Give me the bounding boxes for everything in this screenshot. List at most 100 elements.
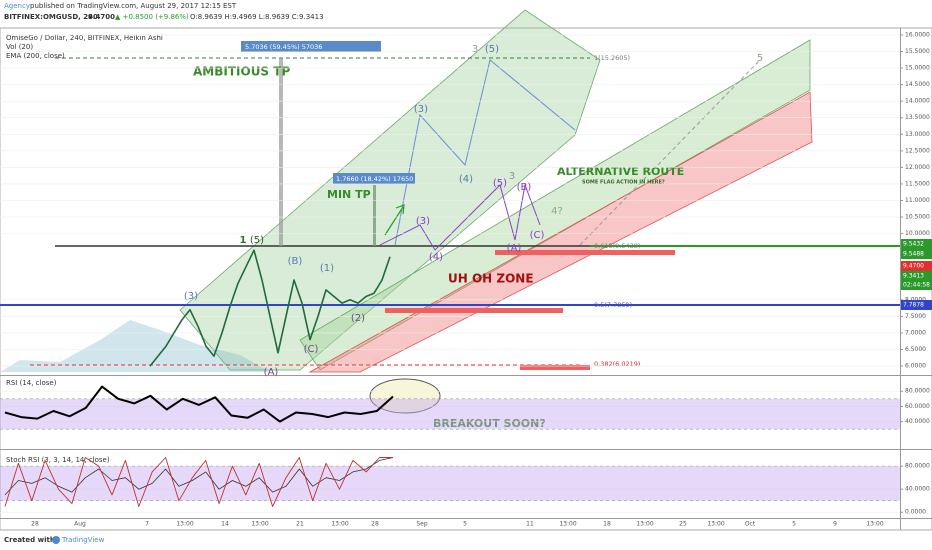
wave-label: (A) [507, 243, 522, 254]
annotation: ALTERNATIVE ROUTE [557, 165, 684, 178]
wave-label: 5 [757, 53, 763, 64]
x-tick-label: 13:00 [331, 521, 348, 528]
projection-line [579, 59, 761, 246]
y-tick-label: 8.0000 [905, 296, 926, 303]
y-tick-label: 10.0000 [905, 230, 930, 237]
tp-badge [241, 41, 381, 52]
wave-label: 4? [551, 206, 563, 217]
x-tick-label: Sep [416, 521, 428, 528]
wave-label: (B) [517, 182, 532, 193]
y-tick-label: 0.0000 [905, 509, 926, 516]
price-badge-text: 7.7878 [903, 302, 924, 309]
x-tick-label: Aug [74, 521, 86, 528]
price-badge [901, 300, 932, 310]
y-tick-label: 12.5000 [905, 147, 930, 154]
tp-badge-text: 1.7660 (18.42%) 17650 [336, 175, 413, 183]
last-price: 9.4700 [88, 13, 115, 21]
x-tick-label: Oct [745, 521, 756, 528]
wave-label: 3 [509, 171, 515, 182]
x-tick-label: 25 [679, 521, 687, 528]
x-tick-label: 13:00 [707, 521, 724, 528]
pane-title: RSI (14, close) [6, 379, 57, 387]
price-badge [901, 280, 932, 290]
highlight-ellipse [369, 378, 441, 414]
green-channel [299, 39, 811, 371]
fib-label: 0.382(6.0219) [594, 360, 640, 368]
band [0, 466, 900, 501]
x-tick-label: 18 [603, 521, 611, 528]
wave-label: (2) [351, 313, 365, 324]
arrow [384, 206, 404, 236]
wave-path [379, 183, 541, 251]
x-tick-label: 5 [463, 521, 467, 528]
tp-badge-text: 5.7036 (59.45%) 57036 [245, 43, 322, 51]
wave-label: 3 [472, 44, 478, 55]
y-tick-label: 6.5000 [905, 346, 926, 353]
legend-item: Vol (20) [6, 43, 33, 51]
stoch-d-line [4, 457, 394, 496]
y-tick-label: 10.5000 [905, 214, 930, 221]
annotation: SOME FLAG ACTION IN HERE? [582, 180, 665, 186]
author[interactable]: Agency [4, 2, 30, 10]
zone-rect [520, 365, 590, 370]
y-tick-label: 7.0000 [905, 329, 926, 336]
pane-title: Stoch RSI (3, 3, 14, 14, close) [6, 456, 110, 464]
y-tick-label: 14.0000 [905, 98, 930, 105]
logo [52, 536, 60, 544]
y-tick-label: 11.0000 [905, 197, 930, 204]
annotation: BREAKOUT SOON? [433, 417, 546, 430]
tp-badge [333, 173, 415, 184]
wave-label: (5) [250, 235, 264, 246]
ohlc: O:8.9639 H:9.4969 L:8.9639 C:9.3413 [190, 13, 324, 21]
zone-rect [495, 250, 675, 255]
x-tick-label: 28 [31, 521, 39, 528]
y-tick-label: 13.5000 [905, 114, 930, 121]
rsi-line [4, 385, 394, 423]
y-tick-label: 11.5000 [905, 180, 930, 187]
x-tick-label: 14 [221, 521, 229, 528]
price-badge-text: 9.4700 [903, 263, 924, 270]
y-tick-label: 7.5000 [905, 313, 926, 320]
y-tick-label: 40.0000 [905, 418, 930, 425]
wave-label: (C) [304, 344, 319, 355]
x-tick-label: 13:00 [251, 521, 268, 528]
chart-frame [0, 27, 932, 531]
y-tick-label: 80.0000 [905, 388, 930, 395]
x-tick-label: 13:00 [866, 521, 883, 528]
y-tick-label: 12.0000 [905, 164, 930, 171]
published: published on TradingView.com, August 29,… [30, 2, 237, 10]
wave-label: (A) [264, 367, 279, 378]
footer-brand[interactable]: TradingView [61, 536, 105, 544]
annotation: UH OH ZONE [448, 272, 534, 286]
annotation: MIN TP [327, 188, 371, 201]
x-tick-label: 13:00 [559, 521, 576, 528]
fib-label: 0.5(7.7859) [594, 301, 632, 309]
green-channel [179, 9, 601, 371]
x-tick-label: 21 [296, 521, 304, 528]
wave-label: (4) [459, 174, 473, 185]
stoch-k-line [4, 457, 393, 507]
y-tick-label: 60.0000 [905, 403, 930, 410]
price-badge [901, 239, 932, 249]
x-tick-label: 9 [833, 521, 837, 528]
symbol: BITFINEX:OMGUSD, 240 [4, 13, 98, 21]
x-tick-label: 13:00 [176, 521, 193, 528]
y-tick-label: 13.0000 [905, 131, 930, 138]
y-tick-label: 15.0000 [905, 65, 930, 72]
x-tick-label: 28 [371, 521, 379, 528]
zone-rect [385, 308, 563, 313]
y-tick-label: 16.0000 [905, 31, 930, 38]
red-channel [308, 91, 813, 373]
legend-item: EMA (200, close) [6, 52, 65, 60]
wave-label: (B) [288, 256, 303, 267]
x-tick-label: 13:00 [636, 521, 653, 528]
x-tick-label: 11 [526, 521, 534, 528]
tp-bar [373, 185, 376, 246]
wave-label: (3) [416, 216, 430, 227]
wave-path [394, 59, 576, 246]
price-line [149, 249, 391, 367]
y-tick-label: 14.5000 [905, 81, 930, 88]
wave-label: (1) [320, 263, 334, 274]
x-tick-label: 5 [792, 521, 796, 528]
